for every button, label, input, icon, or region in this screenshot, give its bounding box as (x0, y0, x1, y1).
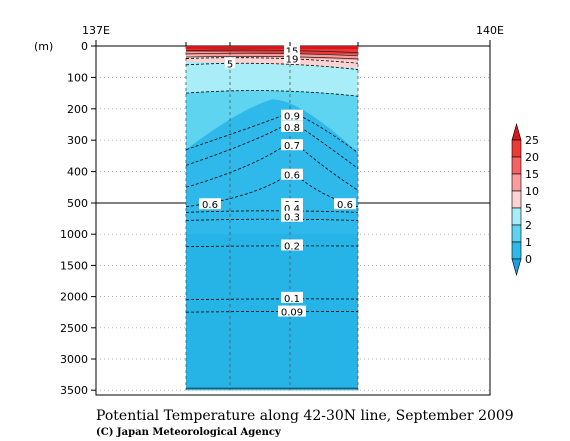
y-axis-label: (m) (34, 40, 53, 53)
x-axis: 137E 140E (82, 24, 504, 46)
y-tick-label: 3000 (60, 353, 88, 366)
contour-label-bg (281, 139, 303, 151)
y-tick-label: 1500 (60, 259, 88, 272)
y-tick-label: 500 (67, 197, 88, 210)
contour-label: 0.6 (337, 200, 353, 211)
colorbar-label: 0 (525, 253, 532, 266)
y-axis: (m) 0 100 200 300 400 500 1000 1500 2000 2500 3000 3… (34, 40, 96, 397)
contour-line-solid (185, 49, 359, 53)
contour-line-solid (185, 55, 359, 60)
contour-label: 0.09 (281, 308, 303, 319)
colorbar-segment (511, 139, 522, 158)
contour-label: 0.1 (284, 294, 300, 305)
contour-label: 0.2 (284, 241, 300, 252)
contour-label: 0.6 (202, 200, 218, 211)
y-tick-label: 3500 (60, 384, 88, 397)
contour-lines (185, 49, 359, 313)
contour-label-bg (334, 198, 356, 210)
colorbar-segment (511, 207, 522, 226)
colorbar-label: 2 (525, 219, 532, 232)
contour-label: 0.6 (284, 171, 300, 182)
contour-line (185, 57, 359, 64)
colorbar-segment (511, 173, 522, 192)
panel-fill-deep (186, 234, 358, 391)
y-tick-label: 0 (81, 40, 88, 53)
section-panel (185, 46, 359, 391)
contour-label: 0.4 (284, 204, 300, 215)
panel-fill-darkred (186, 46, 358, 50)
colorbar-segment (511, 224, 522, 243)
contour-label: 5 (227, 59, 233, 70)
contour-label-bg (284, 52, 300, 64)
contour-line (185, 298, 359, 301)
x-tick-label: 140E (476, 24, 504, 37)
contour-line (185, 218, 359, 221)
colorbar-segment (511, 241, 522, 260)
colorbar-bottom-arrow (511, 258, 522, 277)
colorbar-label: 10 (525, 185, 539, 198)
contour-label-bg (281, 210, 303, 222)
contour-label-bg (281, 109, 303, 121)
contour-line (185, 90, 359, 97)
contour-label-bg (281, 239, 303, 251)
colorbar-segment (511, 156, 522, 175)
contour-label: 15 (286, 47, 299, 58)
y-tick-label: 200 (67, 103, 88, 116)
colorbar-label: 15 (525, 168, 539, 181)
contour-label-bg (281, 121, 303, 133)
contour-line (185, 245, 359, 248)
contour-label: 0.7 (284, 141, 300, 152)
y-tick-label: 2000 (60, 291, 88, 304)
contour-line (185, 310, 359, 313)
contour-line (185, 120, 359, 169)
colorbar-segment (511, 190, 522, 209)
y-tick-label: 300 (67, 134, 88, 147)
contour-label: 0.3 (284, 213, 300, 224)
colorbar-label: 20 (525, 151, 539, 164)
x-tick-label: 137E (82, 24, 110, 37)
y-tick-label: 400 (67, 166, 88, 179)
colorbar-label: 25 (525, 134, 539, 147)
contour-label-bg (281, 291, 303, 303)
contour-label: 19 (286, 55, 299, 66)
contour-labels: 151950.90.80.70.60.60.60.50.40.30.20.10.… (199, 44, 356, 319)
contour-line (185, 210, 359, 213)
contour-line-solid (185, 52, 359, 57)
contour-label-bg (225, 57, 235, 69)
colorbar-top-arrow (511, 122, 522, 141)
contour-label-bg (281, 201, 303, 213)
panel-fill-cyan (186, 90, 358, 153)
contour-label: 0.8 (284, 123, 300, 134)
contour-label: 0.9 (284, 112, 300, 123)
y-tick-label: 2500 (60, 322, 88, 335)
copyright-note: (C) Japan Meteorological Agency (96, 427, 281, 438)
contour-label-bg (281, 168, 303, 180)
contour-line (185, 62, 359, 70)
colorbar-label: 1 (525, 236, 532, 249)
contour-label-bg (278, 305, 306, 317)
chart-title: Potential Temperature along 42-30N line,… (96, 408, 514, 424)
contour-label-bg (284, 44, 300, 56)
contour-label-bg (199, 198, 221, 210)
y-tick-label: 100 (67, 71, 88, 84)
y-tick-label: 1000 (60, 228, 88, 241)
colorbar-label: 5 (525, 202, 532, 215)
